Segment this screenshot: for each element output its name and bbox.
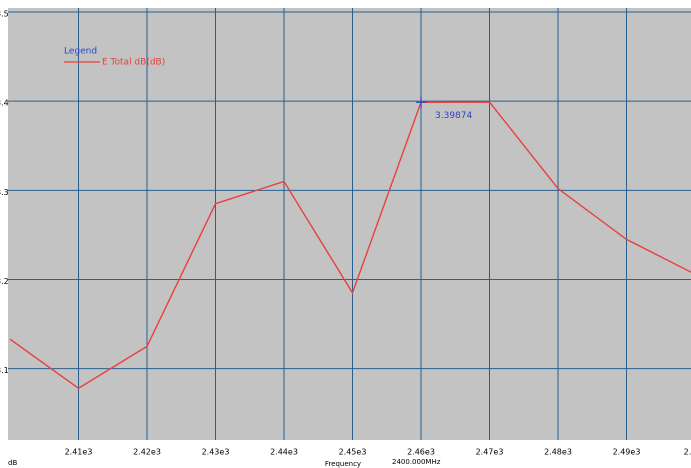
x-tick-label: 2.46e3 [407, 448, 435, 457]
plot-area [8, 8, 691, 440]
x-tick-label: 2.45e3 [339, 448, 367, 457]
x-tick-label: 2.49e3 [613, 448, 641, 457]
marker [416, 96, 426, 109]
series-line [9, 101, 691, 390]
x-axis-info: 2400.000MHz [392, 458, 441, 466]
x-tick-label: 2.44e3 [270, 448, 298, 457]
marker-label: 3.39874 [435, 111, 472, 121]
x-axis-label: Frequency [325, 460, 361, 468]
x-tick-label: 2.5e3 [684, 448, 691, 457]
y-tick-label: 3.3 [0, 188, 9, 197]
legend-title: Legend [64, 47, 97, 57]
y-tick-label: 3.1 [0, 366, 9, 375]
y-axis-label: dB [8, 459, 17, 467]
y-tick-label: 3.4 [0, 99, 9, 108]
y-tick-label: 3.5 [0, 10, 9, 19]
legend-label: E Total dB(dB) [102, 58, 165, 68]
x-tick-label: 2.42e3 [133, 448, 161, 457]
x-tick-label: 2.47e3 [476, 448, 504, 457]
y-tick-label: 3.2 [0, 277, 9, 286]
x-tick-label: 2.41e3 [65, 448, 93, 457]
x-tick-label: 2.43e3 [202, 448, 230, 457]
x-tick-label: 2.48e3 [544, 448, 572, 457]
